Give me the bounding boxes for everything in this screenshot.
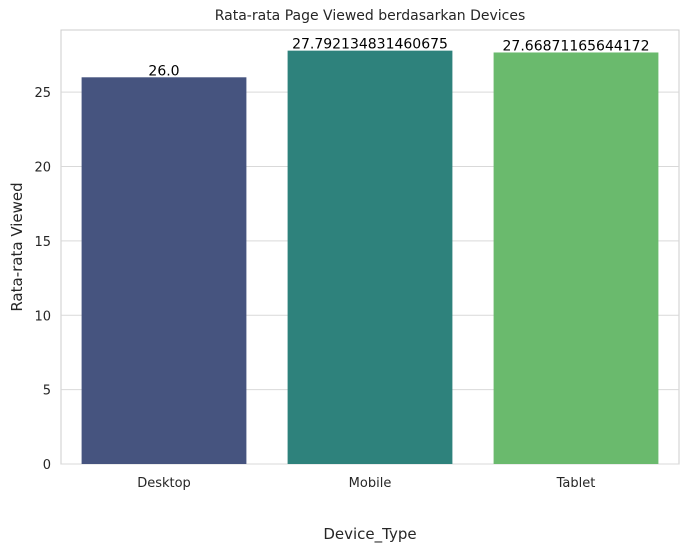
data-labels: 26.0 27.792134831460675 27.66871165644172 — [148, 37, 649, 80]
y-tick-label: 25 — [34, 86, 51, 101]
data-label-mobile: 27.792134831460675 — [292, 37, 448, 53]
data-label-tablet: 27.66871165644172 — [503, 38, 650, 54]
y-axis-label: Rata-rata Viewed — [8, 182, 26, 311]
y-tick-labels: 0 5 10 15 20 25 — [34, 86, 51, 473]
x-tick-label-desktop: Desktop — [137, 476, 191, 491]
chart-title: Rata-rata Page Viewed berdasarkan Device… — [215, 8, 526, 24]
data-label-desktop: 26.0 — [148, 63, 179, 79]
bar-tablet — [493, 52, 659, 465]
y-tick-label: 10 — [34, 309, 51, 324]
y-tick-label: 5 — [43, 384, 51, 399]
bar-desktop — [81, 77, 247, 464]
x-tick-labels: Desktop Mobile Tablet — [137, 476, 595, 491]
x-tick-label-tablet: Tablet — [556, 476, 596, 491]
bar-mobile — [287, 50, 453, 464]
y-tick-label: 0 — [43, 458, 51, 473]
x-axis-label: Device_Type — [323, 525, 416, 544]
y-tick-label: 20 — [34, 161, 51, 176]
x-tick-label-mobile: Mobile — [349, 476, 392, 491]
bars — [81, 50, 659, 465]
y-tick-label: 15 — [34, 235, 51, 250]
